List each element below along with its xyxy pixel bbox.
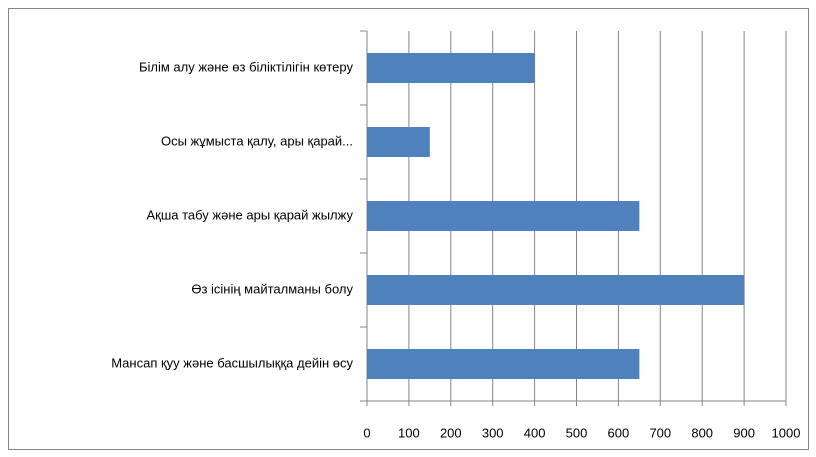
- x-tick-label: 800: [691, 425, 713, 440]
- x-tick-label: 300: [482, 425, 504, 440]
- x-tick-label: 600: [608, 425, 630, 440]
- x-tick-label: 1000: [772, 425, 801, 440]
- bar: [367, 53, 535, 83]
- x-tick-label: 100: [398, 425, 420, 440]
- bar: [367, 275, 745, 305]
- y-tick-label: Өз ісінің майталманы болу: [191, 281, 353, 296]
- x-tick-label: 0: [363, 425, 370, 440]
- y-tick-label: Мансап қуу және басшылыққа дейін өсу: [111, 355, 353, 370]
- x-tick-label: 400: [524, 425, 546, 440]
- y-tick-label: Ақша табу және ары қарай жылжу: [146, 207, 353, 222]
- bar: [367, 201, 640, 231]
- y-tick-label: Білім алу және өз біліктілігін көтеру: [139, 59, 354, 74]
- x-tick-label: 200: [440, 425, 462, 440]
- x-tick-label: 700: [649, 425, 671, 440]
- x-tick-label: 900: [733, 425, 755, 440]
- y-tick-label: Осы жұмыста қалу, ары қарай...: [161, 133, 353, 148]
- bar: [367, 127, 430, 157]
- bar: [367, 349, 640, 379]
- x-tick-label: 500: [566, 425, 588, 440]
